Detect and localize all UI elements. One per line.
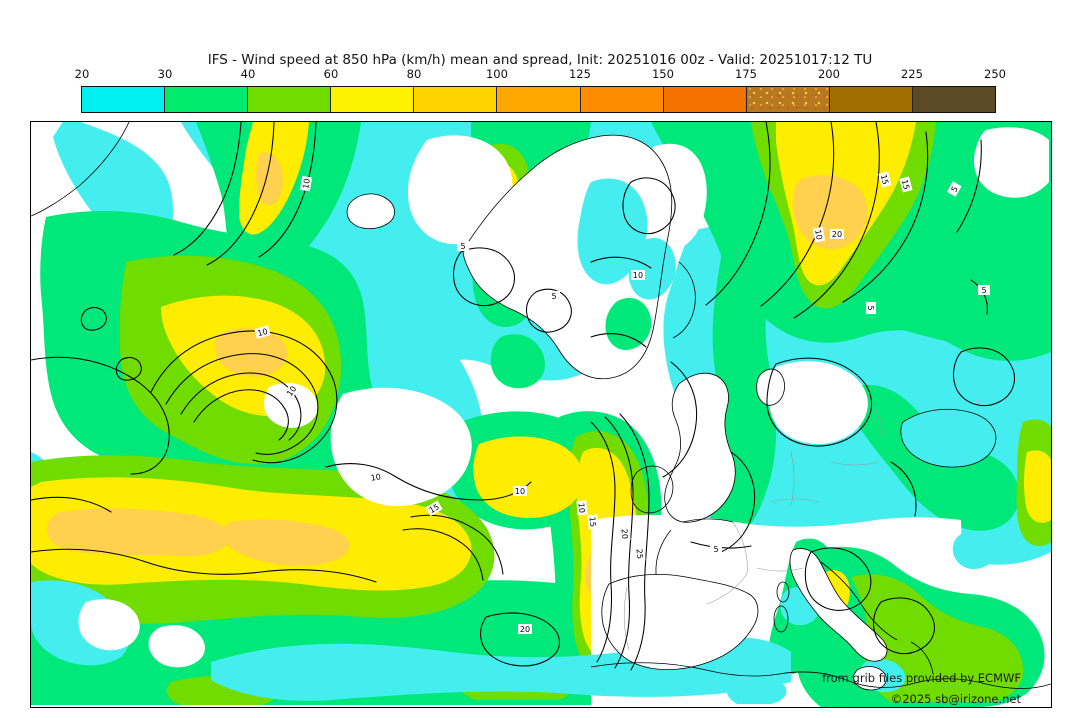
weather-map: 10 10 10 15 10 10 15 20 25 5 5 10 10 10 … (30, 121, 1052, 708)
country-borders (623, 401, 884, 651)
svg-text:20: 20 (832, 230, 842, 239)
colorbar-scale (81, 86, 996, 113)
svg-text:5: 5 (866, 305, 875, 310)
tick-label: 20 (74, 67, 90, 81)
svg-text:10: 10 (301, 178, 312, 190)
contour-label: 10 (299, 175, 313, 192)
colorbar-segment (497, 87, 581, 112)
svg-text:5: 5 (551, 292, 556, 301)
attribution-ecmwf: from grib files provided by ECMWF (822, 671, 1021, 685)
svg-text:15: 15 (428, 502, 441, 515)
contour-label: 10 (513, 486, 527, 496)
svg-text:10: 10 (370, 472, 381, 482)
attribution: from grib files provided by ECMWF ©2025 … (822, 671, 1021, 706)
colorbar: 20 30 40 60 80 100 125 150 175 200 225 2… (75, 67, 1006, 113)
wind-field-plot: 10 10 10 15 10 10 15 20 25 5 5 10 10 10 … (31, 122, 1051, 707)
colorbar-segment (829, 87, 913, 112)
tick-label: 40 (240, 67, 256, 81)
contour-label: 5 (548, 291, 560, 301)
tick-label: 150 (651, 67, 674, 81)
svg-text:5: 5 (460, 242, 465, 251)
colorbar-segment (331, 87, 415, 112)
colorbar-ticks: 20 30 40 60 80 100 125 150 175 200 225 2… (75, 67, 1006, 83)
tick-label: 225 (900, 67, 923, 81)
tick-label: 175 (734, 67, 757, 81)
colorbar-segment (248, 87, 332, 112)
fill-layer-gold (46, 152, 868, 603)
colorbar-segment (414, 87, 498, 112)
svg-text:20: 20 (520, 625, 530, 634)
contour-label: 10 (368, 471, 384, 483)
contour-label: 10 (812, 226, 826, 243)
colorbar-segment (663, 87, 747, 112)
svg-text:5: 5 (713, 545, 718, 554)
svg-text:10: 10 (577, 502, 587, 513)
contour-label: 20 (518, 624, 532, 634)
svg-text:20: 20 (620, 528, 630, 539)
colorbar-segment (912, 87, 996, 112)
svg-text:10: 10 (515, 487, 525, 496)
colorbar-segment (580, 87, 664, 112)
tick-label: 80 (406, 67, 422, 81)
contour-label: 15 (878, 171, 892, 188)
svg-text:25: 25 (635, 548, 645, 559)
contour-label: 5 (978, 285, 990, 295)
contour-label: 5 (866, 302, 876, 314)
tick-label: 250 (984, 67, 1006, 81)
contour-label: 20 (830, 229, 844, 239)
tick-label: 125 (568, 67, 591, 81)
tick-label: 60 (323, 67, 339, 81)
contour-label: 5 (946, 181, 962, 197)
contour-label: 15 (587, 514, 599, 530)
map-title: IFS - Wind speed at 850 hPa (km/h) mean … (207, 52, 873, 68)
tick-label: 200 (817, 67, 840, 81)
attribution-copyright: ©2025 sb@irizone.net (891, 692, 1022, 706)
contour-label: 25 (634, 546, 646, 562)
svg-text:5: 5 (981, 286, 986, 295)
tick-label: 30 (157, 67, 173, 81)
svg-text:10: 10 (813, 229, 824, 241)
svg-text:15: 15 (588, 516, 598, 527)
svg-text:5: 5 (950, 185, 960, 194)
colorbar-segment (165, 87, 249, 112)
contour-label: 15 (899, 176, 913, 193)
contour-label: 15 (425, 500, 443, 517)
contour-label: 10 (254, 325, 271, 339)
colorbar-segment (746, 87, 830, 112)
contour-label: 20 (619, 526, 631, 542)
contour-labels: 10 10 10 15 10 10 15 20 25 5 5 10 10 10 … (254, 171, 990, 634)
contour-label: 5 (710, 544, 722, 554)
contour-label: 5 (457, 241, 469, 251)
svg-text:10: 10 (257, 327, 269, 338)
svg-text:10: 10 (633, 271, 643, 280)
colorbar-segment (82, 87, 166, 112)
contour-label: 10 (576, 500, 588, 516)
svg-text:15: 15 (879, 174, 890, 186)
contour-label: 10 (631, 270, 645, 280)
tick-label: 100 (485, 67, 508, 81)
svg-text:15: 15 (900, 179, 911, 191)
